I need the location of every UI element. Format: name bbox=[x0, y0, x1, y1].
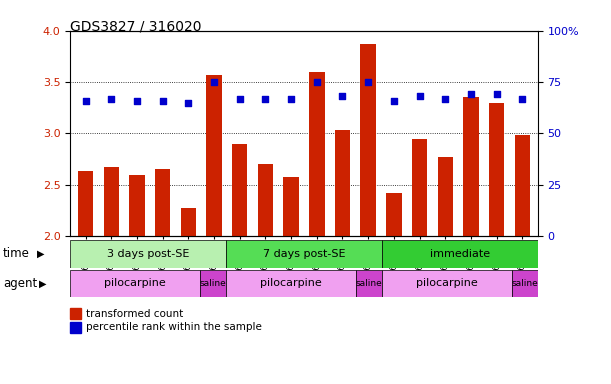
Text: pilocarpine: pilocarpine bbox=[104, 278, 166, 288]
Text: ▶: ▶ bbox=[38, 278, 46, 288]
Bar bbox=[226, 270, 356, 297]
Bar bbox=[258, 164, 273, 236]
Text: 3 days post-SE: 3 days post-SE bbox=[107, 249, 189, 259]
Text: immediate: immediate bbox=[430, 249, 490, 259]
Bar bbox=[284, 177, 299, 236]
Point bbox=[492, 91, 502, 98]
Text: percentile rank within the sample: percentile rank within the sample bbox=[86, 322, 262, 332]
Text: agent: agent bbox=[3, 277, 37, 290]
Text: pilocarpine: pilocarpine bbox=[416, 278, 478, 288]
Bar bbox=[382, 270, 511, 297]
Point bbox=[260, 96, 270, 102]
Point bbox=[518, 96, 527, 102]
Text: pilocarpine: pilocarpine bbox=[260, 278, 322, 288]
Bar bbox=[200, 270, 226, 297]
Text: ▶: ▶ bbox=[37, 249, 44, 259]
Bar bbox=[360, 44, 376, 236]
Text: 7 days post-SE: 7 days post-SE bbox=[263, 249, 345, 259]
Bar bbox=[70, 270, 200, 297]
Point bbox=[286, 96, 296, 102]
Point bbox=[312, 79, 322, 85]
Bar bbox=[437, 157, 453, 236]
Bar bbox=[70, 240, 226, 268]
Text: saline: saline bbox=[200, 279, 227, 288]
Point bbox=[364, 79, 373, 85]
Point bbox=[209, 79, 219, 85]
Bar bbox=[335, 130, 350, 236]
Bar bbox=[412, 139, 427, 236]
Bar bbox=[155, 169, 170, 236]
Bar bbox=[463, 98, 478, 236]
Bar bbox=[207, 75, 222, 236]
Point bbox=[338, 93, 348, 99]
Point bbox=[183, 99, 193, 106]
Bar bbox=[511, 270, 538, 297]
Point bbox=[132, 98, 142, 104]
Bar bbox=[78, 171, 93, 236]
Bar bbox=[309, 72, 324, 236]
Bar bbox=[356, 270, 382, 297]
Point bbox=[235, 96, 244, 102]
Bar bbox=[104, 167, 119, 236]
Bar bbox=[181, 209, 196, 236]
Bar bbox=[382, 240, 538, 268]
Point bbox=[158, 98, 167, 104]
Point bbox=[389, 98, 399, 104]
Text: transformed count: transformed count bbox=[86, 309, 183, 319]
Point bbox=[81, 98, 90, 104]
Bar bbox=[489, 103, 504, 236]
Text: GDS3827 / 316020: GDS3827 / 316020 bbox=[70, 19, 202, 33]
Text: time: time bbox=[3, 247, 30, 260]
Bar bbox=[514, 136, 530, 236]
Bar bbox=[226, 240, 382, 268]
Bar bbox=[232, 144, 247, 236]
Point bbox=[441, 96, 450, 102]
Text: saline: saline bbox=[356, 279, 382, 288]
Point bbox=[415, 93, 425, 99]
Text: saline: saline bbox=[511, 279, 538, 288]
Point bbox=[106, 96, 116, 102]
Bar bbox=[386, 193, 401, 236]
Bar bbox=[130, 174, 145, 236]
Point bbox=[466, 91, 476, 98]
